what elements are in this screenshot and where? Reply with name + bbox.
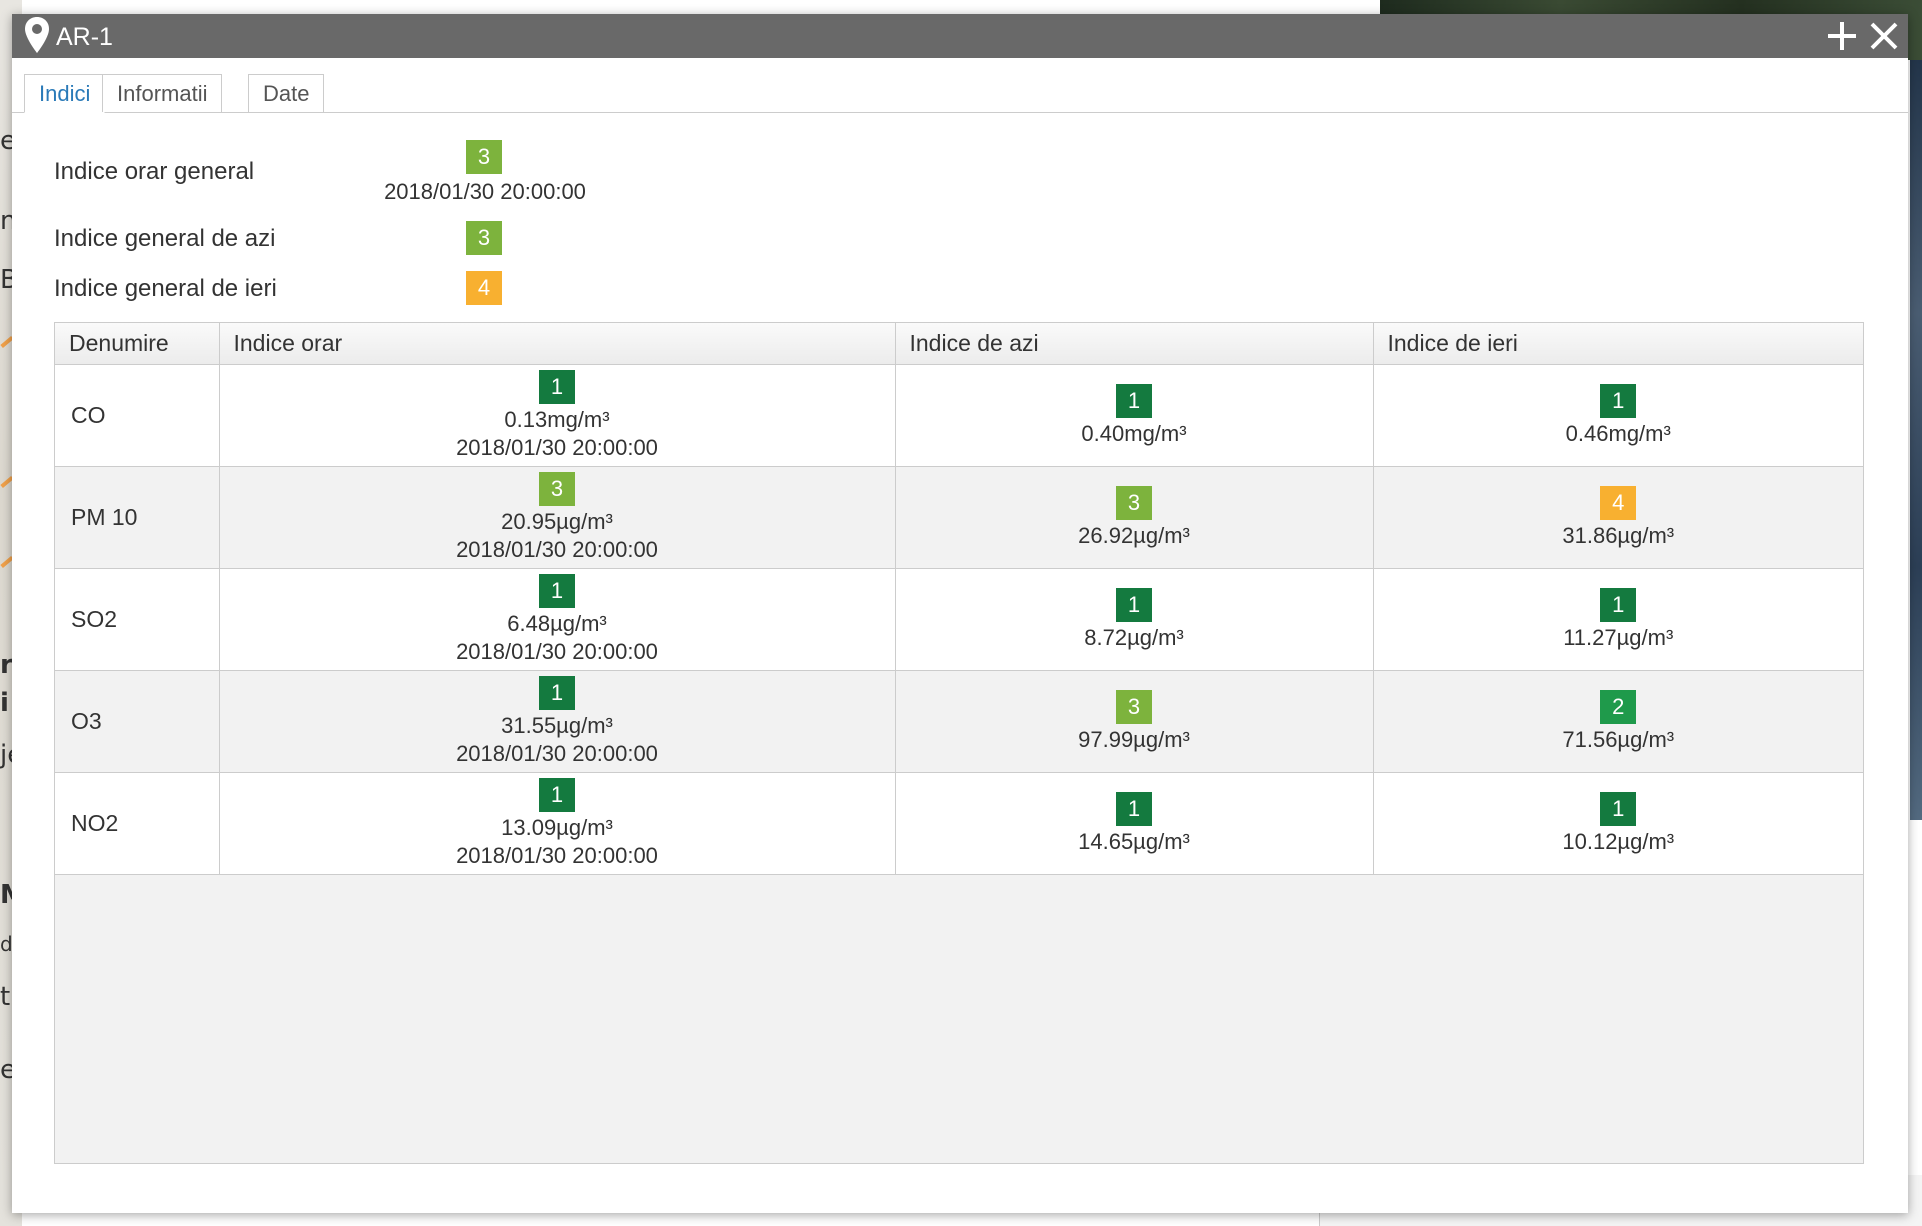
pollutant-name: O3	[55, 670, 220, 773]
dialog-titlebar[interactable]: AR-1	[12, 14, 1908, 58]
measured-value: 6.48µg/m³	[507, 610, 607, 636]
yesterday-general-badge: 4	[466, 271, 502, 305]
index-badge: 1	[539, 369, 575, 404]
today-index-cell: 3 26.92µg/m³	[895, 466, 1374, 569]
column-header-indice-ieri[interactable]: Indice de ieri	[1373, 323, 1863, 365]
yesterday-index-cell: 4 31.86µg/m³	[1373, 466, 1863, 569]
measured-value: 0.40mg/m³	[1081, 420, 1187, 446]
measured-value: 20.95µg/m³	[501, 508, 613, 534]
pollutant-table-container: Denumire Indice orar Indice de azi Indic…	[54, 322, 1864, 1164]
pollutant-name: SO2	[55, 568, 220, 671]
index-badge: 1	[539, 573, 575, 608]
dialog-title: AR-1	[56, 23, 113, 51]
hourly-index-cell: 1 0.13mg/m³ 2018/01/30 20:00:00	[219, 364, 896, 467]
measured-value: 10.12µg/m³	[1562, 828, 1675, 854]
tab-date[interactable]: Date	[248, 74, 325, 112]
pollutant-name: PM 10	[55, 466, 220, 569]
index-badge: 1	[1116, 383, 1152, 418]
measurement-time: 2018/01/30 20:00:00	[456, 434, 658, 460]
tab-indici[interactable]: Indici	[24, 74, 106, 113]
today-general-label: Indice general de azi	[54, 225, 276, 252]
index-badge: 4	[1600, 485, 1637, 520]
table-row: PM 10 3 20.95µg/m³ 2018/01/30 20:00:00 3…	[55, 466, 1863, 569]
index-badge: 1	[1600, 587, 1637, 622]
index-badge: 1	[539, 675, 575, 710]
measurement-time: 2018/01/30 20:00:00	[456, 638, 658, 664]
today-general-badge: 3	[466, 221, 502, 255]
measured-value: 8.72µg/m³	[1084, 624, 1184, 650]
map-label-fragment: r	[0, 650, 13, 680]
measured-value: 26.92µg/m³	[1078, 522, 1190, 548]
background-photo-edge	[1910, 60, 1922, 820]
index-badge: 1	[539, 777, 575, 812]
plus-icon[interactable]	[1824, 18, 1860, 54]
today-index-cell: 1 14.65µg/m³	[895, 772, 1374, 875]
station-dialog: AR-1 Indici Informatii Date Indice orar …	[12, 14, 1908, 1213]
measured-value: 13.09µg/m³	[501, 814, 613, 840]
tab-bar: Indici Informatii Date	[12, 58, 1908, 113]
hourly-index-cell: 1 6.48µg/m³ 2018/01/30 20:00:00	[219, 568, 896, 671]
measured-value: 0.46mg/m³	[1565, 420, 1671, 446]
yesterday-index-cell: 1 11.27µg/m³	[1373, 568, 1863, 671]
today-index-cell: 3 97.99µg/m³	[895, 670, 1374, 773]
measured-value: 97.99µg/m³	[1078, 726, 1190, 752]
hourly-general-badge: 3	[466, 140, 502, 174]
measurement-time: 2018/01/30 20:00:00	[456, 740, 658, 766]
column-header-indice-azi[interactable]: Indice de azi	[895, 323, 1374, 365]
index-badge: 1	[1116, 587, 1152, 622]
index-badge: 3	[539, 471, 575, 506]
index-badge: 3	[1116, 485, 1152, 520]
index-badge: 2	[1600, 689, 1637, 724]
yesterday-index-cell: 1 10.12µg/m³	[1373, 772, 1863, 875]
map-pin-icon	[24, 16, 50, 59]
tab-informatii[interactable]: Informatii	[102, 74, 223, 112]
close-icon[interactable]	[1866, 18, 1902, 54]
hourly-general-label: Indice orar general	[54, 158, 255, 185]
index-badge: 1	[1600, 791, 1637, 826]
measurement-time: 2018/01/30 20:00:00	[456, 842, 658, 868]
index-badge: 1	[1600, 383, 1637, 418]
yesterday-index-cell: 1 0.46mg/m³	[1373, 364, 1863, 467]
measured-value: 31.86µg/m³	[1562, 522, 1675, 548]
index-badge: 1	[1116, 791, 1152, 826]
tab-content: Indice orar general 3 2018/01/30 20:00:0…	[12, 113, 1908, 1213]
measured-value: 71.56µg/m³	[1562, 726, 1675, 752]
yesterday-general-label: Indice general de ieri	[54, 275, 277, 302]
today-index-cell: 1 0.40mg/m³	[895, 364, 1374, 467]
hourly-index-cell: 3 20.95µg/m³ 2018/01/30 20:00:00	[219, 466, 896, 569]
table-row: NO2 1 13.09µg/m³ 2018/01/30 20:00:00 1 1…	[55, 772, 1863, 875]
table-row: SO2 1 6.48µg/m³ 2018/01/30 20:00:00 1 8.…	[55, 568, 1863, 671]
measured-value: 0.13mg/m³	[504, 406, 610, 432]
map-label-fragment: i	[0, 688, 9, 718]
index-badge: 3	[1116, 689, 1152, 724]
measured-value: 14.65µg/m³	[1078, 828, 1190, 854]
today-index-cell: 1 8.72µg/m³	[895, 568, 1374, 671]
measured-value: 11.27µg/m³	[1563, 624, 1674, 650]
table-row: O3 1 31.55µg/m³ 2018/01/30 20:00:00 3 97…	[55, 670, 1863, 773]
hourly-general-timestamp: 2018/01/30 20:00:00	[384, 179, 586, 204]
pollutant-name: NO2	[55, 772, 220, 875]
yesterday-index-cell: 2 71.56µg/m³	[1373, 670, 1863, 773]
column-header-indice-orar[interactable]: Indice orar	[219, 323, 896, 365]
column-header-denumire[interactable]: Denumire	[55, 323, 220, 365]
hourly-index-cell: 1 13.09µg/m³ 2018/01/30 20:00:00	[219, 772, 896, 875]
table-row: CO 1 0.13mg/m³ 2018/01/30 20:00:00 1 0.4…	[55, 364, 1863, 467]
map-label-fragment: t	[0, 982, 11, 1012]
hourly-index-cell: 1 31.55µg/m³ 2018/01/30 20:00:00	[219, 670, 896, 773]
pollutant-name: CO	[55, 364, 220, 467]
pollutant-table: Denumire Indice orar Indice de azi Indic…	[55, 323, 1863, 875]
measurement-time: 2018/01/30 20:00:00	[456, 536, 658, 562]
measured-value: 31.55µg/m³	[501, 712, 613, 738]
table-header-row: Denumire Indice orar Indice de azi Indic…	[55, 323, 1863, 365]
